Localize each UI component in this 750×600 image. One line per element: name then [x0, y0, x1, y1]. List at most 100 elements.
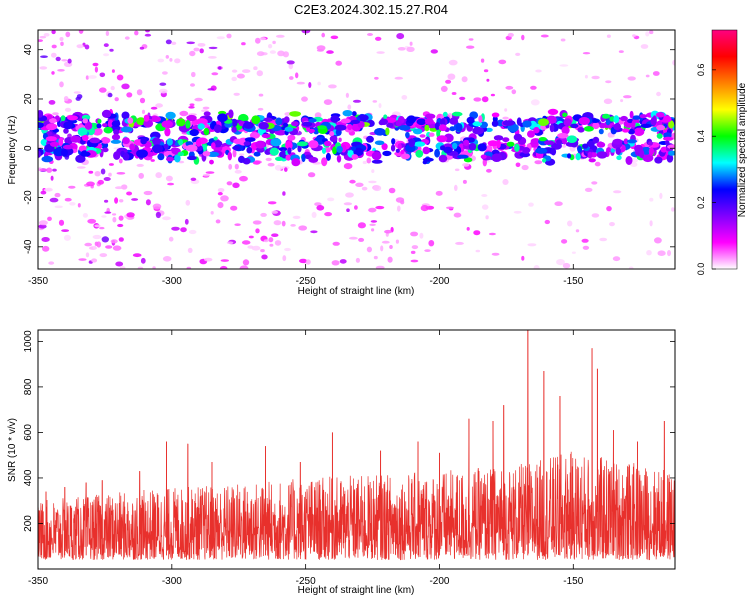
heatmap-cell — [388, 187, 396, 194]
heatmap-cell — [281, 149, 286, 157]
heatmap-cell — [87, 218, 97, 224]
heatmap-cell — [491, 112, 500, 118]
heatmap-cell — [561, 239, 568, 244]
heatmap-cell — [400, 200, 405, 205]
heatmap-cell — [459, 96, 466, 101]
heatmap-cell — [559, 64, 569, 67]
heatmap-cell — [335, 60, 343, 66]
colorbar-tick-label: 0.2 — [696, 196, 706, 209]
heatmap-cell — [152, 137, 161, 146]
heatmap-cell — [587, 151, 593, 159]
heatmap-cell — [271, 233, 279, 237]
heatmap-cell — [210, 211, 214, 215]
heatmap-cell — [122, 137, 130, 145]
heatmap-cell — [157, 58, 165, 63]
x-tick-label: -250 — [296, 276, 316, 287]
heatmap-cell — [259, 37, 266, 41]
heatmap-cell — [94, 224, 101, 228]
heatmap-cell — [615, 147, 622, 155]
heatmap-cell — [534, 160, 543, 165]
x-tick-label: -200 — [429, 276, 449, 287]
heatmap-cell — [353, 147, 364, 156]
heatmap-cell — [298, 225, 308, 231]
heatmap-cell — [48, 118, 57, 124]
heatmap-cell — [556, 139, 563, 145]
heatmap-cell — [371, 228, 375, 232]
heatmap-cell — [422, 146, 430, 155]
heatmap-cell — [575, 229, 580, 233]
figure-title: C2E3.2024.302.15.27.R04 — [294, 2, 448, 17]
heatmap-cell — [668, 120, 675, 129]
heatmap-cell — [189, 50, 196, 57]
heatmap-cell — [485, 127, 493, 132]
heatmap-cell — [58, 137, 64, 147]
heatmap-cell — [584, 187, 593, 192]
colorbar-tick-label: 0.0 — [696, 263, 706, 276]
heatmap-cell — [671, 207, 675, 212]
heatmap-cell — [101, 215, 107, 218]
heatmap-cell — [288, 63, 294, 70]
heatmap-cell — [42, 245, 50, 252]
heatmap-cell — [194, 97, 203, 102]
heatmap-cell — [52, 112, 59, 116]
heatmap-cell — [41, 237, 50, 242]
heatmap-cell — [131, 198, 139, 201]
heatmap-cell — [174, 154, 181, 163]
heatmap-cell — [451, 111, 463, 117]
heatmap-cell — [537, 118, 550, 126]
y-tick-label: 40 — [23, 44, 34, 56]
heatmap-cell — [603, 98, 613, 105]
heatmap-cell — [134, 30, 139, 36]
heatmap-cell — [425, 113, 436, 120]
heatmap-cell — [550, 148, 557, 156]
heatmap-cell — [97, 179, 105, 185]
heatmap-cell — [582, 245, 590, 250]
heatmap-cell — [59, 81, 64, 88]
heatmap-cell — [101, 109, 112, 118]
heatmap-cell — [174, 58, 181, 64]
heatmap-cell — [285, 141, 293, 150]
heatmap-cell — [171, 41, 177, 45]
heatmap-cell — [75, 96, 81, 101]
heatmap-cell — [379, 118, 389, 126]
heatmap-cell — [40, 55, 48, 58]
heatmap-cell — [190, 177, 197, 181]
heatmap-cell — [562, 262, 571, 269]
heatmap-cell — [51, 52, 57, 58]
heatmap-cell — [656, 91, 661, 97]
heatmap-cell — [630, 162, 638, 168]
heatmap-cell — [488, 232, 496, 236]
heatmap-cell — [162, 71, 168, 75]
heatmap-cell — [401, 95, 408, 100]
heatmap-cell — [112, 245, 122, 251]
heatmap-cell — [155, 211, 161, 219]
heatmap-cell — [38, 224, 47, 229]
heatmap-cell — [473, 97, 482, 102]
heatmap-cell — [567, 153, 572, 159]
heatmap-cell — [99, 72, 106, 78]
heatmap-cell — [412, 128, 423, 135]
snr-y-label: SNR (10 * v/v) — [7, 418, 18, 482]
heatmap-cell — [49, 141, 60, 147]
heatmap-cell — [246, 146, 253, 154]
heatmap-cell — [622, 128, 630, 133]
heatmap-cell — [88, 75, 97, 79]
heatmap-cell — [397, 47, 406, 51]
heatmap-cell — [226, 181, 233, 186]
heatmap-cell — [187, 247, 193, 253]
heatmap-cell — [105, 30, 110, 36]
heatmap-cell — [112, 216, 117, 223]
heatmap-cell — [51, 44, 57, 49]
heatmap-cell — [390, 144, 396, 152]
heatmap-cell — [60, 115, 66, 122]
heatmap-cell — [301, 153, 306, 163]
heatmap-cell — [371, 169, 375, 174]
heatmap-cell — [598, 128, 604, 135]
snr-panel: 200 400 600 800 1000 -350 -300 -250 -200 -150 He… — [7, 329, 676, 596]
heatmap-cell — [612, 138, 623, 145]
heatmap-cell — [263, 117, 273, 122]
heatmap-cell — [481, 96, 489, 103]
heatmap-cell — [70, 135, 81, 143]
heatmap-cell — [267, 201, 277, 205]
heatmap-cell — [375, 265, 385, 269]
